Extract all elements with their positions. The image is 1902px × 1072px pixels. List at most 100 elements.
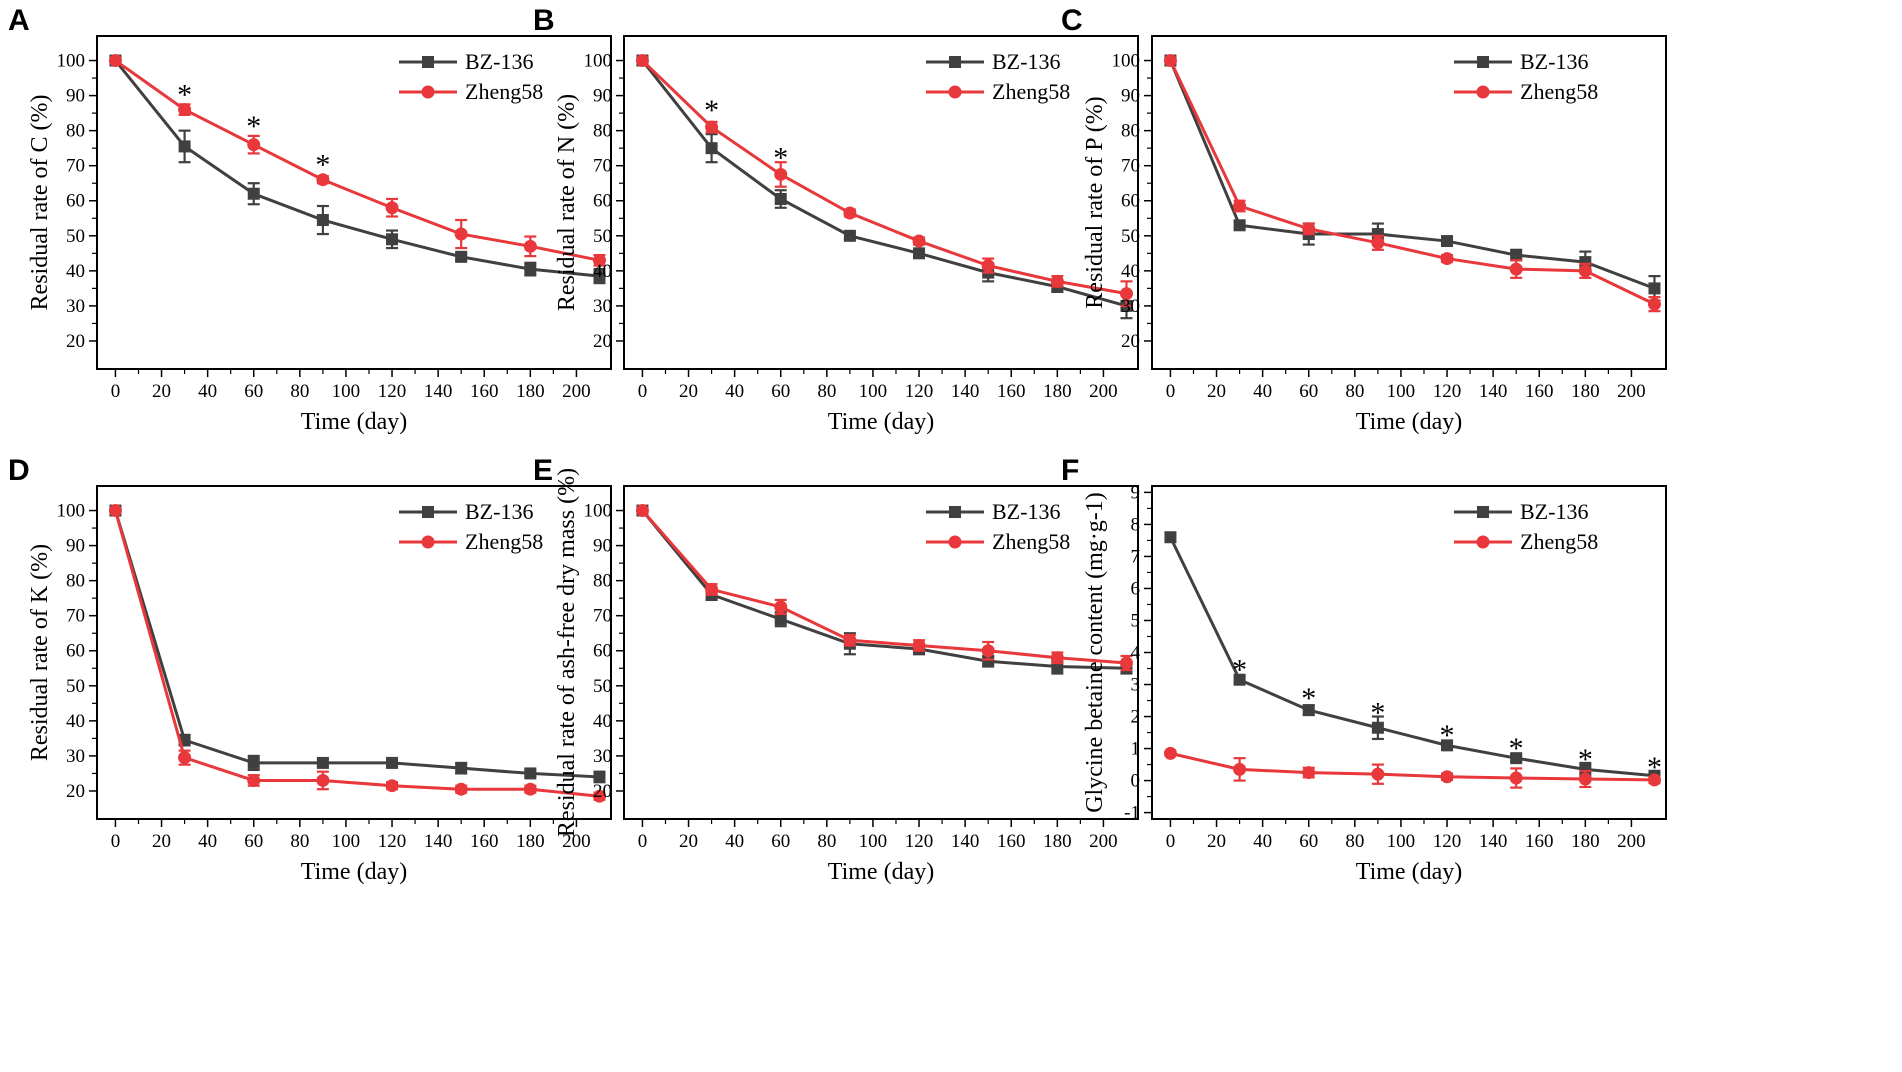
significance-marker: * [1509, 732, 1524, 765]
data-point [705, 142, 718, 155]
series-line [1170, 751, 1655, 782]
x-tick-label: 100 [859, 831, 888, 852]
legend-item-BZ-136: BZ-136 [926, 49, 1060, 74]
data-point [981, 259, 995, 273]
data-point [635, 54, 649, 68]
data-point [913, 247, 926, 260]
series-line [641, 509, 1127, 670]
x-axis-title: Time (day) [301, 409, 407, 435]
y-tick-label: 20 [66, 331, 85, 352]
data-point [1050, 651, 1064, 665]
x-tick-label: 160 [470, 831, 499, 852]
x-tick-label: 180 [1571, 381, 1600, 402]
y-tick-label: 2 [1131, 707, 1141, 728]
x-tick-label: 100 [859, 381, 888, 402]
legend-marker [421, 85, 435, 99]
significance-marker: * [177, 78, 192, 111]
plot-frame [623, 485, 1139, 820]
data-point [524, 767, 537, 780]
legend-label: BZ-136 [992, 499, 1060, 524]
data-point [454, 782, 468, 796]
data-point [1302, 704, 1315, 717]
data-point [593, 270, 606, 283]
significance-marker: * [1647, 751, 1662, 784]
x-tick-label: 60 [1299, 381, 1318, 402]
data-point [1510, 752, 1523, 765]
y-tick-label: 30 [593, 746, 612, 767]
x-tick-label: 40 [725, 381, 744, 402]
x-tick-label: 120 [905, 831, 934, 852]
data-point [1440, 770, 1454, 784]
x-tick-label: 140 [1479, 381, 1508, 402]
legend-item-Zheng58: Zheng58 [926, 529, 1070, 554]
legend-marker [949, 506, 961, 518]
legend-label: Zheng58 [992, 529, 1070, 554]
data-point [1163, 54, 1177, 68]
legend-item-Zheng58: Zheng58 [926, 79, 1070, 104]
series-line [1169, 59, 1656, 290]
y-axis-title: Residual rate of K (%) [27, 544, 53, 761]
x-axis-title: Time (day) [1356, 859, 1462, 885]
significance-marker: * [1232, 653, 1247, 686]
series-line [641, 509, 1127, 665]
x-tick-label: 0 [638, 381, 648, 402]
significance-marker: * [246, 110, 261, 143]
data-point [1233, 199, 1247, 213]
y-tick-label: 80 [66, 121, 85, 142]
legend-marker [948, 85, 962, 99]
legend-label: Zheng58 [1520, 529, 1598, 554]
x-tick-label: 40 [725, 831, 744, 852]
significance-marker: * [1370, 697, 1385, 730]
x-tick-label: 20 [152, 381, 171, 402]
legend-label: Zheng58 [465, 529, 543, 554]
y-tick-label: 40 [66, 261, 85, 282]
y-tick-label: 20 [593, 331, 612, 352]
x-tick-label: 200 [562, 831, 591, 852]
y-tick-label: 90 [593, 86, 612, 107]
data-point [1371, 236, 1385, 250]
series-Zheng58 [635, 504, 1133, 672]
y-tick-label: 70 [1121, 156, 1140, 177]
y-tick-label: 30 [1121, 296, 1140, 317]
plot-frame [96, 35, 612, 370]
legend-item-Zheng58: Zheng58 [399, 79, 543, 104]
x-tick-label: 180 [516, 831, 545, 852]
data-point [1509, 262, 1523, 276]
data-point [1578, 264, 1592, 278]
y-tick-label: 80 [1121, 121, 1140, 142]
data-point [178, 751, 192, 765]
data-point [385, 201, 399, 215]
data-point [1440, 252, 1454, 266]
data-point [774, 192, 787, 205]
legend-item-BZ-136: BZ-136 [399, 499, 533, 524]
y-tick-label: 100 [584, 51, 613, 72]
series-line [1169, 536, 1655, 778]
legend-item-Zheng58: Zheng58 [1454, 79, 1598, 104]
data-point [774, 613, 787, 626]
y-tick-label: 60 [593, 191, 612, 212]
data-point [108, 504, 122, 518]
y-tick-label: 50 [593, 676, 612, 697]
y-tick-label: 0 [1131, 771, 1141, 792]
x-tick-label: 0 [1166, 831, 1176, 852]
significance-marker: * [1578, 743, 1593, 776]
y-tick-label: 60 [66, 641, 85, 662]
data-point [316, 773, 330, 787]
y-tick-label: 40 [593, 261, 612, 282]
x-tick-label: 60 [771, 381, 790, 402]
legend-label: Zheng58 [992, 79, 1070, 104]
panel-label: F [1061, 454, 1079, 487]
legend-item-BZ-136: BZ-136 [1454, 49, 1588, 74]
legend-marker [422, 506, 434, 518]
legend-label: BZ-136 [465, 49, 533, 74]
x-axis-title: Time (day) [828, 409, 934, 435]
series-line [641, 59, 1127, 308]
legend-marker [949, 56, 961, 68]
x-axis-title: Time (day) [828, 859, 934, 885]
x-tick-label: 60 [244, 381, 263, 402]
series-line [113, 510, 600, 798]
data-point [385, 779, 399, 793]
panel-label: B [533, 4, 555, 37]
legend-marker [422, 56, 434, 68]
y-tick-label: 60 [593, 641, 612, 662]
